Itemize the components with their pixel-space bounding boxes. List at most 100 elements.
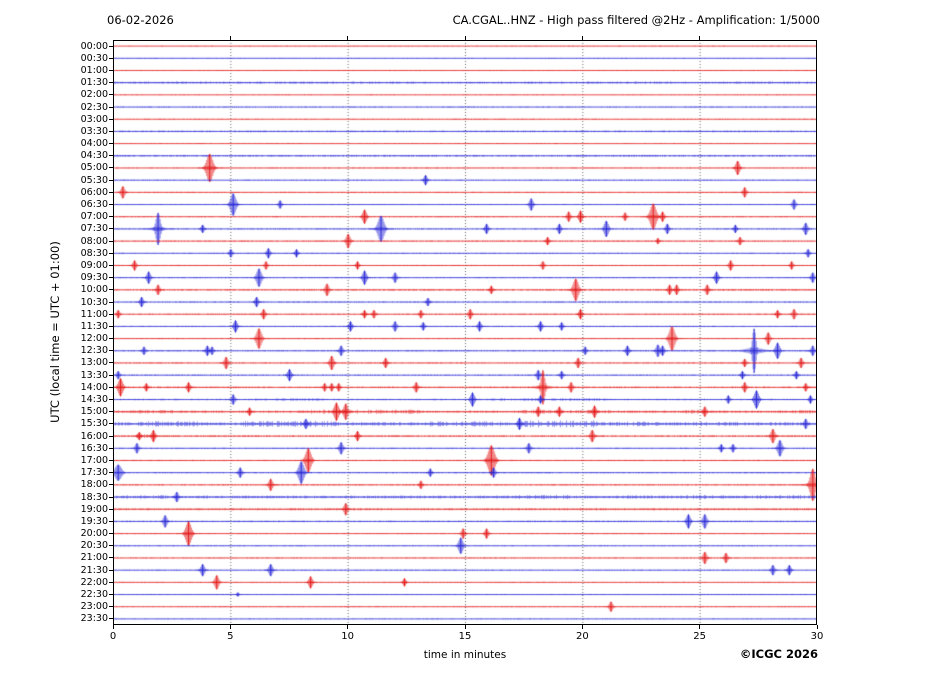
y-tick-label: 17:00	[80, 454, 108, 466]
y-tick	[109, 313, 113, 315]
y-tick	[109, 204, 113, 206]
y-tick	[109, 472, 113, 474]
y-tick	[109, 179, 113, 181]
y-tick	[109, 216, 113, 218]
y-tick	[109, 228, 113, 230]
y-tick	[109, 106, 113, 108]
x-tick	[699, 625, 701, 629]
x-tick-label: 0	[109, 631, 117, 642]
y-tick-label: 10:30	[80, 296, 108, 308]
x-tick	[816, 625, 818, 629]
y-tick-label: 17:30	[80, 467, 108, 479]
y-tick-label: 04:30	[80, 150, 108, 162]
y-tick-label: 19:30	[80, 515, 108, 527]
y-tick-label: 05:30	[80, 174, 108, 186]
y-tick-label: 03:30	[80, 125, 108, 137]
x-tick-label: 30	[810, 631, 824, 642]
x-axis-label: time in minutes	[423, 649, 507, 661]
y-tick-label: 21:30	[80, 564, 108, 576]
y-tick	[109, 118, 113, 120]
x-tick	[112, 625, 114, 629]
x-tick	[347, 625, 349, 629]
y-tick	[109, 557, 113, 559]
y-tick	[109, 459, 113, 461]
y-tick	[109, 533, 113, 535]
y-tick-label: 04:00	[80, 138, 108, 150]
y-tick-label: 11:00	[80, 308, 108, 320]
y-tick-label: 22:00	[80, 576, 108, 588]
y-tick-label: 07:00	[80, 211, 108, 223]
y-tick	[109, 264, 113, 266]
y-tick	[109, 191, 113, 193]
y-tick	[109, 362, 113, 364]
y-tick-label: 18:00	[80, 479, 108, 491]
y-tick	[109, 57, 113, 59]
x-top-tick	[581, 36, 583, 40]
x-tick-label: 5	[227, 631, 234, 642]
y-tick-label: 23:00	[80, 601, 108, 613]
y-tick-label: 21:00	[80, 552, 108, 564]
y-tick-label: 20:30	[80, 540, 108, 552]
y-tick	[109, 581, 113, 583]
x-tick-label: 20	[575, 631, 589, 642]
y-tick-label: 08:00	[80, 235, 108, 247]
y-tick	[109, 45, 113, 47]
y-tick-label: 01:00	[80, 64, 108, 76]
x-tick-label: 25	[693, 631, 707, 642]
y-tick	[109, 374, 113, 376]
y-tick	[109, 277, 113, 279]
y-tick	[109, 252, 113, 254]
y-tick-label: 14:00	[80, 381, 108, 393]
y-tick-label: 00:30	[80, 52, 108, 64]
y-tick-label: 13:30	[80, 369, 108, 381]
y-tick	[109, 82, 113, 84]
y-tick	[109, 399, 113, 401]
y-tick-label: 15:30	[80, 418, 108, 430]
y-tick-label: 01:30	[80, 77, 108, 89]
y-tick	[109, 289, 113, 291]
x-top-tick	[229, 36, 231, 40]
y-tick	[109, 569, 113, 571]
y-tick-label: 16:00	[80, 430, 108, 442]
y-tick	[109, 338, 113, 340]
y-tick-label: 06:30	[80, 199, 108, 211]
y-tick	[109, 508, 113, 510]
y-tick-label: 09:30	[80, 272, 108, 284]
y-tick	[109, 130, 113, 132]
plot-title: CA.CGAL..HNZ - High pass filtered @2Hz -…	[452, 13, 820, 27]
y-tick	[109, 606, 113, 608]
y-tick-label: 20:00	[80, 528, 108, 540]
y-tick-label: 13:00	[80, 357, 108, 369]
y-tick-label: 16:30	[80, 442, 108, 454]
plot-date: 06-02-2026	[107, 13, 174, 27]
y-tick-label: 09:00	[80, 259, 108, 271]
y-tick	[109, 301, 113, 303]
x-top-tick	[347, 36, 349, 40]
y-tick-label: 00:00	[80, 40, 108, 52]
x-tick	[229, 625, 231, 629]
y-tick-label: 23:30	[80, 613, 108, 625]
y-tick-label: 10:00	[80, 284, 108, 296]
copyright-text: ©ICGC 2026	[739, 647, 818, 661]
y-tick-label: 07:30	[80, 223, 108, 235]
y-tick-label: 02:30	[80, 101, 108, 113]
y-tick	[109, 435, 113, 437]
y-tick	[109, 594, 113, 596]
y-tick	[109, 545, 113, 547]
y-tick	[109, 423, 113, 425]
y-tick	[109, 350, 113, 352]
y-tick	[109, 167, 113, 169]
y-tick	[109, 155, 113, 157]
y-tick	[109, 240, 113, 242]
y-tick	[109, 94, 113, 96]
y-tick	[109, 484, 113, 486]
x-top-tick	[699, 36, 701, 40]
y-tick	[109, 386, 113, 388]
y-tick-label: 08:30	[80, 247, 108, 259]
y-tick-label: 06:00	[80, 186, 108, 198]
y-tick-label: 22:30	[80, 589, 108, 601]
y-tick	[109, 447, 113, 449]
y-tick-label: 12:30	[80, 345, 108, 357]
y-tick-label: 03:00	[80, 113, 108, 125]
